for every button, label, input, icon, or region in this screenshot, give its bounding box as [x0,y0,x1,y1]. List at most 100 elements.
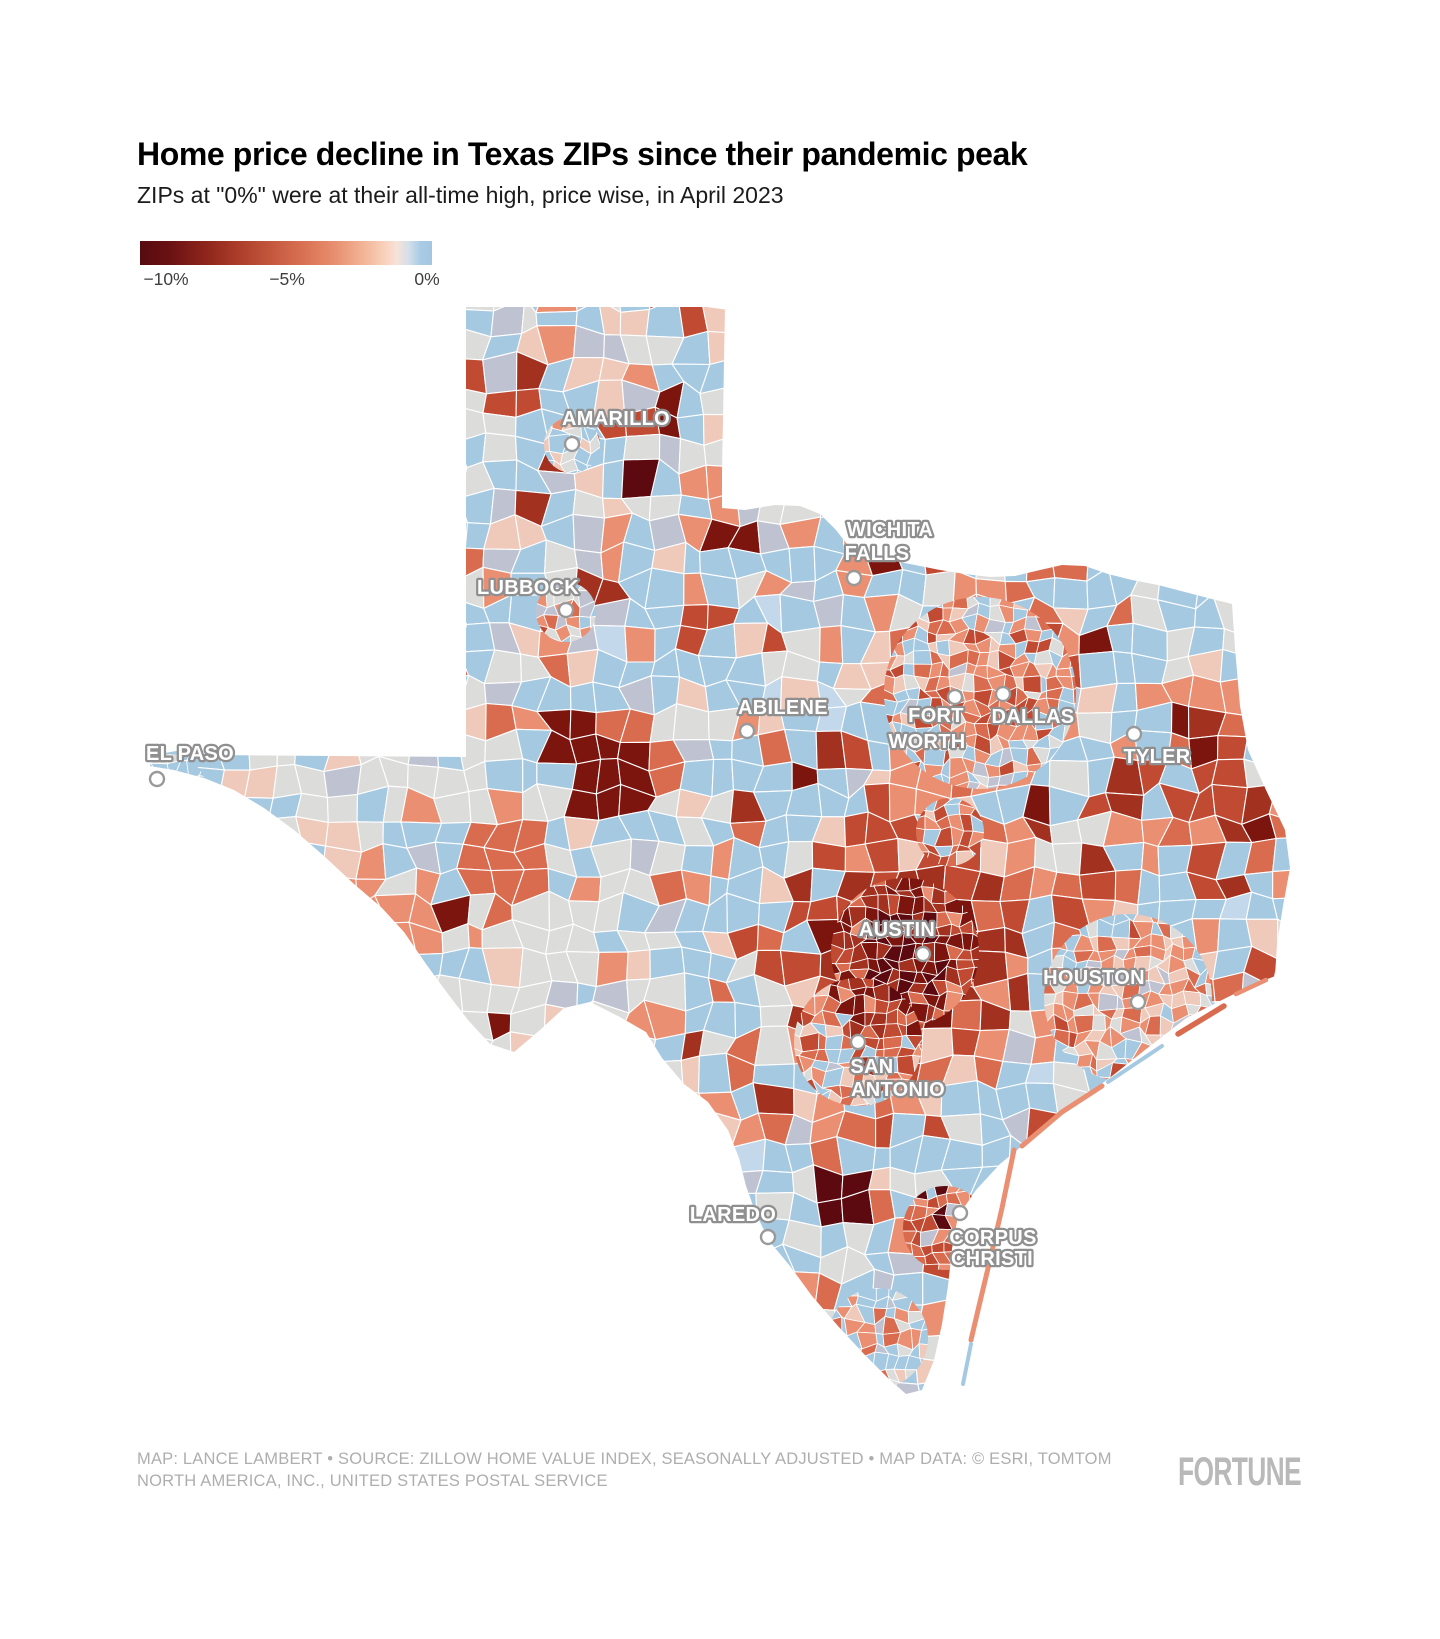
zip-cell [917,1378,953,1394]
zip-cell [833,1367,854,1379]
city-label-wichita-falls-1: WICHITA [847,519,933,541]
zip-cell [1133,945,1152,958]
map-credits: MAP: LANCE LAMBERT • SOURCE: ZILLOW HOME… [137,1448,1112,1492]
zip-cell [492,307,526,312]
zip-cell [185,796,206,814]
zip-cell [1169,1042,1188,1059]
metro-mosaic-ama [544,417,600,473]
zip-cell [872,1147,891,1171]
zip-cell [202,796,206,814]
city-label-fort-worth-1: FORT [908,705,964,727]
zip-cell [962,780,982,789]
barrier-islands [961,977,1269,1386]
zip-cell [947,780,971,789]
zip-cell [843,1363,864,1386]
zip-cell [818,1322,844,1361]
zip-cell [969,1202,987,1218]
city-label-san-antonio-2: ANTONIO [851,1079,945,1101]
zip-cell [576,982,597,1012]
zip-cell [834,1376,850,1388]
credit-line-2: NORTH AMERICA, INC., UNITED STATES POSTA… [137,1472,608,1490]
zip-cell [1056,699,1076,720]
zip-cell [247,735,279,771]
zip-cell [917,1035,922,1047]
zip-cell [1069,660,1076,678]
zip-cell [535,307,578,314]
zip-cell [437,486,469,524]
zip-cell [1137,868,1161,906]
zip-cell [697,1052,732,1094]
zip-cell [1022,675,1042,694]
zip-cell [1157,1053,1172,1070]
city-dallas: DALLAS [989,685,1076,730]
zip-cell [973,782,988,789]
zip-cell [1193,1025,1212,1049]
city-label-laredo: LAREDO [690,1204,776,1226]
zip-cell [1051,842,1083,876]
zip-cell [828,1328,843,1350]
zip-cell [828,1316,843,1332]
zip-cell [161,785,181,800]
zip-cell [824,1034,844,1050]
zip-cell [1024,628,1043,643]
legend-gradient-bar [140,241,432,265]
zip-cell [707,330,732,366]
zip-cell [1214,999,1252,1030]
city-dot-san-antonio [849,1033,867,1051]
city-austin: AUSTIN [857,917,937,963]
zip-cell [244,765,278,799]
zip-cell [918,1328,928,1346]
zip-cell [276,728,298,767]
zip-cell [708,739,733,761]
zip-cell [428,623,468,653]
zip-cell [923,539,956,576]
zip-cell [455,702,487,742]
zip-cell [622,433,661,461]
zip-cell [702,307,732,334]
zip-cell [173,776,195,787]
zip-cell [299,841,327,877]
zip-cell [126,807,143,825]
city-dot-abilene [738,722,756,740]
zip-cell [866,1380,898,1394]
zip-cell [1162,1065,1179,1082]
zip-cell [150,801,160,814]
city-dot-lubbock [557,601,575,619]
zip-cell [936,1263,953,1270]
city-dot-houston [1129,993,1147,1011]
zip-cell [1135,1061,1148,1079]
zip-cell [458,622,496,653]
zip-cell [862,1378,876,1388]
zip-cell [1144,1077,1165,1082]
zip-cell [680,1055,700,1094]
zip-cell [1007,972,1031,1012]
zip-cell [1146,1056,1164,1071]
zip-cell [435,731,465,772]
zip-cell [836,1093,857,1106]
city-label-fort-worth-2: WORTH [888,731,965,753]
zip-cell [828,1354,835,1373]
legend-tick-min: −10% [143,269,189,289]
zip-cell [1078,650,1118,690]
zip-cell [484,758,524,794]
city-tyler: TYLER [1121,725,1193,770]
barrier-island [1175,1003,1227,1037]
city-dot-laredo [759,1228,777,1246]
barrier-island [1233,977,1269,997]
zip-cell [849,1103,869,1106]
legend-ticks: −10% −5% 0% [140,269,439,293]
zip-cell [150,784,160,803]
zip-cell [571,758,602,795]
zip-cell [755,1170,795,1194]
zip-cell [407,731,440,768]
zip-cell [185,807,206,826]
zip-cell [168,776,182,788]
zip-cell [979,838,1009,878]
zip-cell [831,1347,854,1357]
zip-cell [1168,1065,1192,1082]
zip-cell [518,307,551,314]
zip-cell [152,793,170,814]
zip-cell [1135,1077,1150,1082]
zip-cell [765,1271,796,1302]
